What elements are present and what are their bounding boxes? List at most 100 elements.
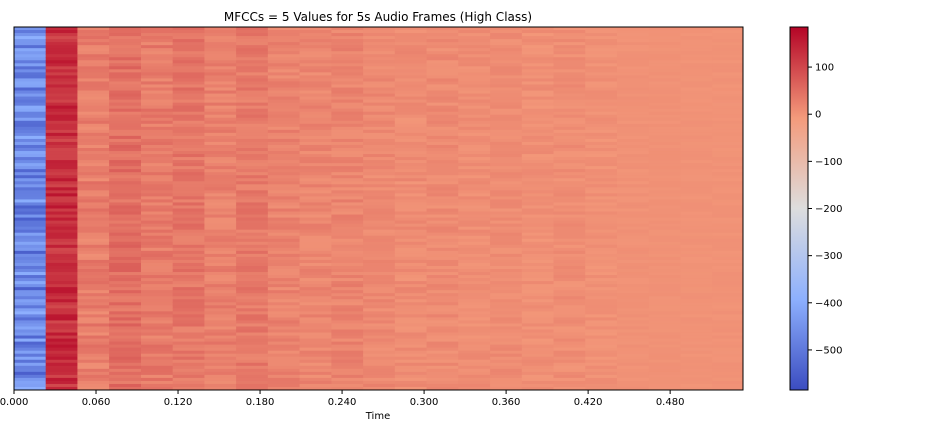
heatmap-cell xyxy=(458,163,491,167)
heatmap-cell xyxy=(712,223,744,228)
heatmap-cell xyxy=(490,166,523,170)
heatmap-cell xyxy=(458,377,491,382)
heatmap-cell xyxy=(172,269,205,273)
heatmap-cell xyxy=(204,265,237,270)
heatmap-cell xyxy=(45,126,78,131)
heatmap-cell xyxy=(363,81,396,85)
heatmap-cell xyxy=(616,54,650,58)
heatmap-cell xyxy=(331,223,364,228)
heatmap-cell xyxy=(204,287,237,291)
heatmap-cell xyxy=(585,90,618,95)
heatmap-cell xyxy=(553,196,586,200)
heatmap-cell xyxy=(331,238,364,243)
heatmap-cell xyxy=(299,96,332,101)
heatmap-cell xyxy=(299,275,332,279)
heatmap-cell xyxy=(267,256,301,261)
heatmap-cell xyxy=(299,190,332,194)
heatmap-cell xyxy=(490,160,523,164)
heatmap-cell xyxy=(172,250,205,255)
heatmap-cell xyxy=(331,235,364,240)
heatmap-cell xyxy=(77,244,110,249)
heatmap-cell xyxy=(236,111,269,116)
heatmap-cell xyxy=(77,132,110,137)
heatmap-cell xyxy=(267,48,301,52)
heatmap-cell xyxy=(585,380,618,385)
heatmap-cell xyxy=(585,96,618,101)
heatmap-cell xyxy=(680,353,713,358)
heatmap-cell xyxy=(14,114,47,119)
heatmap-cell xyxy=(712,293,744,297)
heatmap-cell xyxy=(77,178,110,182)
heatmap-cell xyxy=(14,111,47,116)
heatmap-cell xyxy=(616,157,650,161)
heatmap-cell xyxy=(553,60,586,64)
heatmap-cell xyxy=(680,278,713,282)
heatmap-cell xyxy=(363,320,396,324)
heatmap-cell xyxy=(680,117,713,122)
heatmap-cell xyxy=(458,108,491,113)
heatmap-cell xyxy=(712,120,744,125)
heatmap-cell xyxy=(14,386,47,391)
heatmap-cell xyxy=(14,217,47,222)
heatmap-cell xyxy=(267,190,301,194)
heatmap-cell xyxy=(712,302,744,306)
heatmap-cell xyxy=(109,84,142,88)
heatmap-cell xyxy=(236,36,269,40)
heatmap-cell xyxy=(712,386,744,391)
heatmap-cell xyxy=(490,190,523,194)
heatmap-cell xyxy=(616,383,650,388)
heatmap-cell xyxy=(299,78,332,82)
heatmap-cell xyxy=(426,211,459,216)
heatmap-cell xyxy=(77,129,110,134)
heatmap-cell xyxy=(553,141,586,146)
heatmap-cell xyxy=(648,296,682,300)
heatmap-cell xyxy=(236,287,269,291)
heatmap-cell xyxy=(77,311,110,315)
heatmap-cell xyxy=(426,214,459,219)
heatmap-cell xyxy=(267,126,301,131)
heatmap-cell xyxy=(45,253,78,258)
heatmap-cell xyxy=(331,259,364,264)
heatmap-cell xyxy=(267,356,301,361)
heatmap-cell xyxy=(204,253,237,258)
heatmap-cell xyxy=(712,250,744,255)
heatmap-cell xyxy=(267,184,301,188)
heatmap-cell xyxy=(490,102,523,107)
heatmap-column xyxy=(426,27,459,391)
heatmap-cell xyxy=(204,235,237,240)
heatmap-cell xyxy=(140,320,174,324)
heatmap-cell xyxy=(648,302,682,306)
heatmap-cell xyxy=(299,60,332,64)
heatmap-cell xyxy=(204,178,237,182)
heatmap-cell xyxy=(394,293,428,297)
heatmap-cell xyxy=(648,293,682,297)
heatmap-cell xyxy=(553,93,586,98)
heatmap-cell xyxy=(109,278,142,282)
heatmap-cell xyxy=(680,350,713,355)
heatmap-cell xyxy=(109,157,142,161)
heatmap-cell xyxy=(521,141,555,146)
heatmap-cell xyxy=(77,193,110,197)
heatmap-cell xyxy=(299,278,332,282)
heatmap-cell xyxy=(45,120,78,125)
heatmap-cell xyxy=(458,335,491,340)
heatmap-cell xyxy=(680,75,713,79)
heatmap-cell xyxy=(712,344,744,349)
heatmap-cell xyxy=(299,380,332,385)
heatmap-cell xyxy=(680,181,713,185)
heatmap-cell xyxy=(490,81,523,85)
heatmap-cell xyxy=(394,135,428,140)
heatmap-cell xyxy=(331,126,364,131)
heatmap-cell xyxy=(204,39,237,43)
heatmap-cell xyxy=(363,223,396,228)
heatmap-cell xyxy=(267,329,301,334)
heatmap-cell xyxy=(140,187,174,191)
heatmap-cell xyxy=(204,362,237,367)
heatmap-cell xyxy=(712,265,744,270)
heatmap-cell xyxy=(585,229,618,234)
heatmap-cell xyxy=(585,350,618,355)
heatmap-cell xyxy=(394,208,428,213)
heatmap-cell xyxy=(585,178,618,182)
heatmap-cell xyxy=(267,386,301,391)
heatmap-cell xyxy=(553,329,586,334)
